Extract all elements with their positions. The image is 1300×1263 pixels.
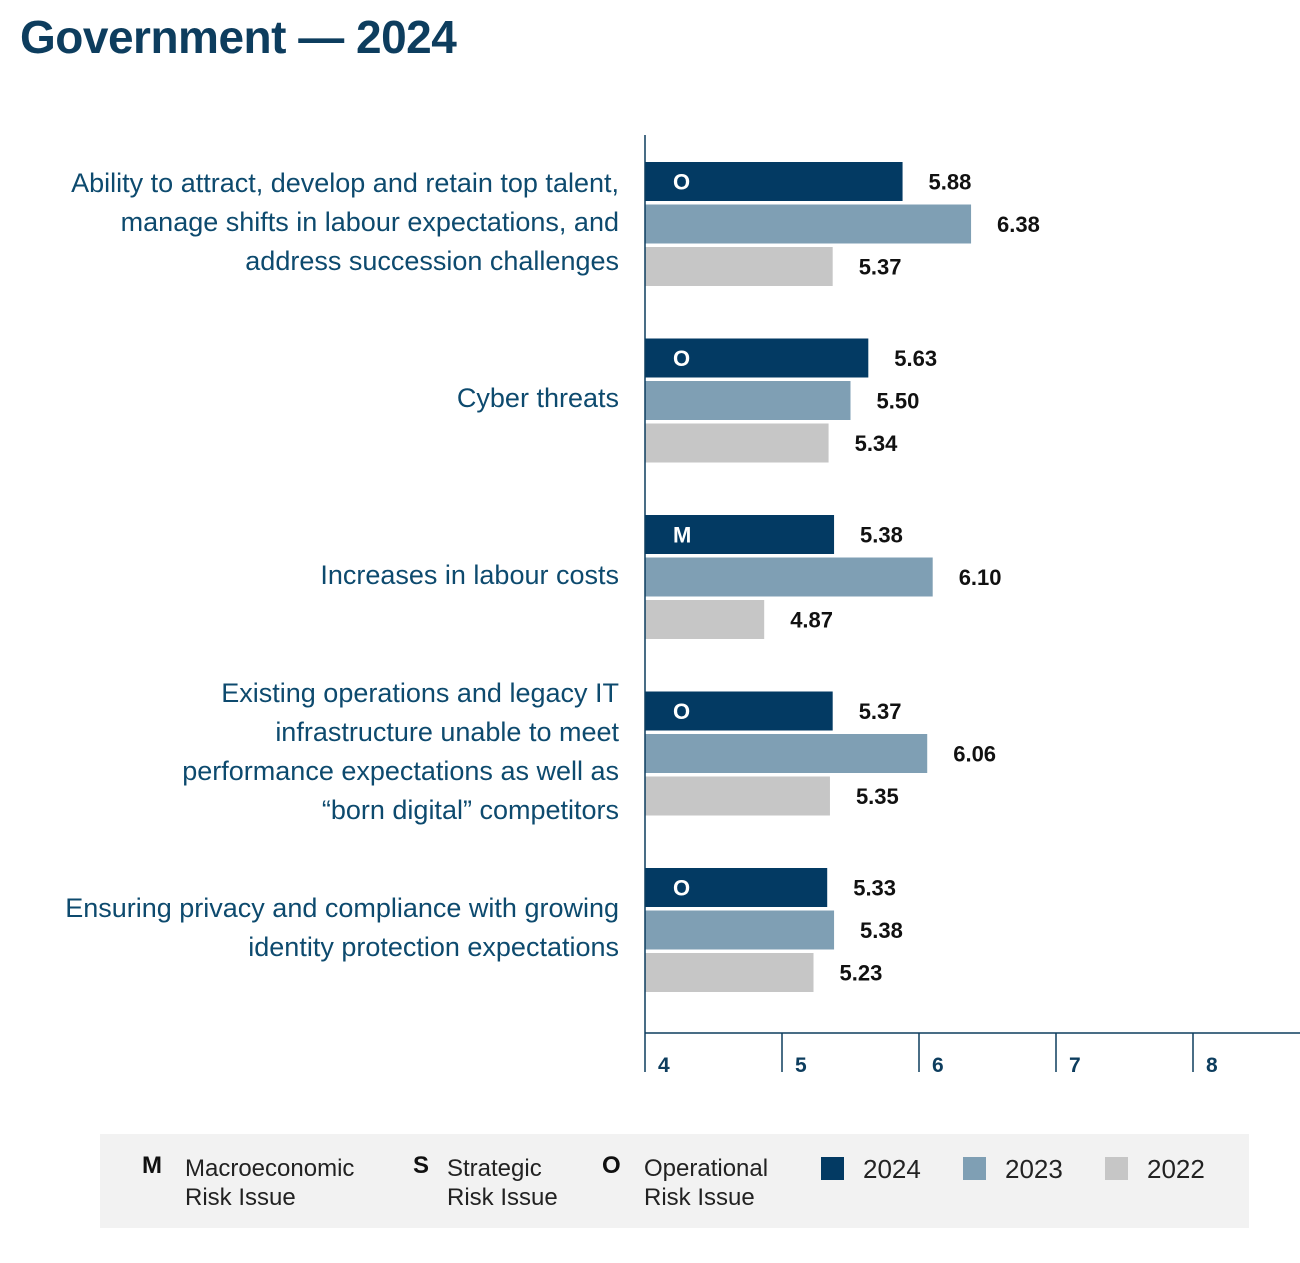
- data-label: 5.37: [859, 255, 902, 280]
- data-label: 5.23: [840, 961, 883, 986]
- bar-2023: [645, 204, 972, 244]
- x-tick-label: 5: [795, 1054, 807, 1077]
- bar-2023: [645, 381, 851, 420]
- bar-2022: [645, 776, 830, 816]
- bar-2024: [645, 162, 903, 201]
- legend-label-strategic: Strategic Risk Issue: [447, 1154, 558, 1212]
- legend-swatch-2022: [1105, 1157, 1128, 1180]
- data-label: 6.10: [959, 565, 1002, 590]
- x-tick-label: 4: [658, 1054, 670, 1077]
- legend-label-operational: Operational Risk Issue: [644, 1154, 768, 1212]
- data-label: 5.37: [859, 699, 902, 724]
- category-label: Ability to attract, develop and retain t…: [0, 164, 619, 281]
- bar-2024: [645, 691, 833, 731]
- legend-label-line: Risk Issue: [447, 1184, 558, 1211]
- risk-type-marker: O: [673, 170, 690, 195]
- legend-label-line: Operational: [644, 1155, 769, 1182]
- category-label: Ensuring privacy and compliance with gro…: [0, 889, 619, 967]
- bar-2022: [645, 247, 833, 286]
- legend-swatch-2024: [821, 1157, 844, 1180]
- x-tick-label: 6: [932, 1054, 944, 1077]
- category-label-line: address succession challenges: [245, 245, 619, 276]
- category-label-line: Existing operations and legacy IT: [221, 677, 619, 708]
- bar-2022: [645, 600, 765, 639]
- legend-label-line: Risk Issue: [185, 1184, 296, 1211]
- legend-year-2024: 2024: [863, 1154, 921, 1184]
- bar-2022: [645, 423, 829, 463]
- bar-2023: [645, 557, 933, 597]
- legend-label-macroeconomic: Macroeconomic Risk Issue: [185, 1154, 354, 1212]
- category-label: Increases in labour costs: [0, 556, 619, 595]
- risk-type-marker: M: [673, 523, 691, 548]
- data-label: 5.33: [853, 876, 896, 901]
- bar-2022: [645, 953, 814, 992]
- risk-type-marker: O: [673, 876, 690, 901]
- category-label-line: “born digital” competitors: [321, 794, 619, 825]
- category-label-line: Ability to attract, develop and retain t…: [71, 167, 619, 198]
- legend: M Macroeconomic Risk Issue S Strategic R…: [100, 1134, 1249, 1228]
- legend-key-operational: O: [602, 1152, 621, 1179]
- legend-label-line: Risk Issue: [644, 1184, 755, 1211]
- legend-label-line: Strategic: [447, 1155, 542, 1182]
- legend-year-2023: 2023: [1005, 1154, 1063, 1184]
- category-label: Existing operations and legacy IT infrast…: [0, 674, 619, 830]
- x-tick-label: 7: [1069, 1054, 1081, 1077]
- data-label: 5.50: [877, 389, 920, 414]
- risk-type-marker: O: [673, 346, 690, 371]
- data-label: 5.38: [860, 523, 903, 548]
- category-label-line: manage shifts in labour expectations, an…: [120, 206, 619, 237]
- data-label: 6.06: [953, 742, 996, 767]
- category-label-line: Ensuring privacy and compliance with gro…: [65, 893, 619, 923]
- legend-swatch-2023: [963, 1157, 986, 1180]
- category-label-line: performance expectations as well as: [182, 755, 619, 786]
- x-tick-label: 8: [1206, 1054, 1218, 1077]
- page-title: Government — 2024: [20, 11, 457, 63]
- bar-2024: [645, 868, 828, 907]
- bar-2024: [645, 515, 835, 554]
- data-label: 5.35: [856, 784, 899, 809]
- legend-key-macroeconomic: M: [142, 1152, 162, 1179]
- category-label-line: Cyber threats: [456, 383, 619, 413]
- legend-year-2022: 2022: [1147, 1154, 1205, 1184]
- bar-2023: [645, 910, 835, 950]
- data-label: 5.34: [855, 431, 899, 456]
- bar-2023: [645, 734, 928, 773]
- category-label: Cyber threats: [0, 379, 619, 418]
- data-label: 5.63: [894, 346, 937, 371]
- legend-label-line: Macroeconomic: [185, 1155, 355, 1182]
- data-label: 4.87: [790, 608, 833, 633]
- risk-type-marker: O: [673, 699, 690, 724]
- bar-2024: [645, 338, 869, 378]
- data-label: 6.38: [997, 212, 1040, 237]
- category-label-line: Increases in labour costs: [320, 559, 619, 590]
- legend-key-strategic: S: [413, 1152, 430, 1179]
- data-label: 5.38: [860, 918, 903, 943]
- category-label-line: infrastructure unable to meet: [275, 716, 619, 747]
- data-label: 5.88: [929, 170, 972, 195]
- bar-chart: 5.88 6.38 5.37 O 5.63 5.50 5.34 O 5.38 6.10 4.87 M 5…: [644, 135, 1300, 1077]
- category-label-line: identity protection expectations: [248, 932, 619, 962]
